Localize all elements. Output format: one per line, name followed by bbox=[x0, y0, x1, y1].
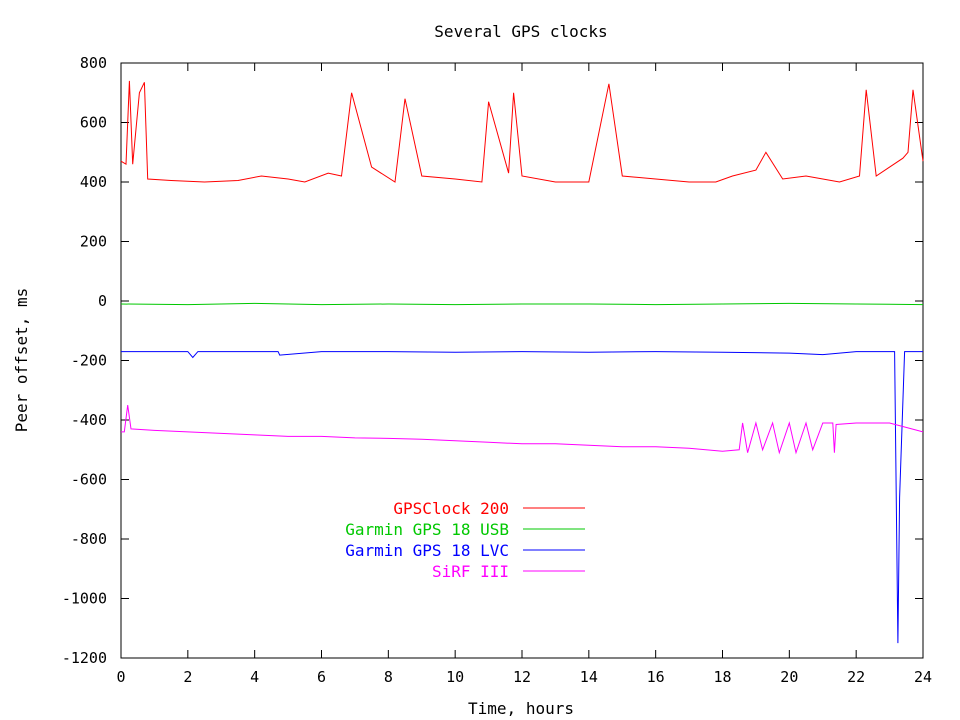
y-tick-label: -1000 bbox=[62, 590, 107, 608]
y-tick-label: 800 bbox=[80, 54, 107, 72]
x-tick-label: 2 bbox=[183, 668, 192, 686]
legend-label-garmin-gps-18-usb: Garmin GPS 18 USB bbox=[345, 520, 509, 539]
chart-title: Several GPS clocks bbox=[434, 22, 607, 41]
y-tick-label: 600 bbox=[80, 114, 107, 132]
y-tick-label: 0 bbox=[98, 292, 107, 310]
x-tick-label: 20 bbox=[780, 668, 798, 686]
y-tick-label: -600 bbox=[71, 471, 107, 489]
legend-label-gpsclock-200: GPSClock 200 bbox=[393, 499, 509, 518]
axis-tick-labels: 0 2 4 6 8 10 12 14 16 18 20 22 24-1200-1000-800-600-… bbox=[62, 54, 932, 686]
x-tick-label: 24 bbox=[914, 668, 932, 686]
x-tick-label: 8 bbox=[384, 668, 393, 686]
x-tick-label: 16 bbox=[647, 668, 665, 686]
y-axis-label: Peer offset, ms bbox=[12, 288, 31, 433]
data-series-lines bbox=[120, 80, 924, 644]
axis-ticks bbox=[120, 62, 924, 659]
x-tick-label: 14 bbox=[580, 668, 598, 686]
series-line-sirf-iii bbox=[121, 405, 924, 455]
x-tick-label: 12 bbox=[513, 668, 531, 686]
y-tick-label: -800 bbox=[71, 530, 107, 548]
series-line-garmin-gps-18-usb bbox=[120, 302, 924, 306]
legend-label-sirf-iii: SiRF III bbox=[432, 562, 509, 581]
x-tick-label: 22 bbox=[847, 668, 865, 686]
legend: GPSClock 200 Garmin GPS 18 USB Garmin GPS … bbox=[345, 499, 585, 581]
series-line-gpsclock-200 bbox=[120, 80, 924, 183]
y-tick-label: 200 bbox=[80, 233, 107, 251]
legend-label-garmin-gps-18-lvc: Garmin GPS 18 LVC bbox=[345, 541, 509, 560]
series-line-garmin-gps-18-lvc bbox=[121, 351, 923, 644]
x-tick-label: 0 bbox=[116, 668, 125, 686]
x-tick-label: 6 bbox=[317, 668, 326, 686]
x-tick-label: 10 bbox=[446, 668, 464, 686]
y-tick-label: -400 bbox=[71, 411, 107, 429]
y-tick-label: -1200 bbox=[62, 649, 107, 667]
plot-area-frame bbox=[120, 62, 924, 659]
x-tick-label: 18 bbox=[713, 668, 731, 686]
y-tick-label: -200 bbox=[71, 352, 107, 370]
x-axis-label: Time, hours bbox=[468, 699, 574, 718]
y-tick-label: 400 bbox=[80, 173, 107, 191]
x-tick-label: 4 bbox=[250, 668, 259, 686]
